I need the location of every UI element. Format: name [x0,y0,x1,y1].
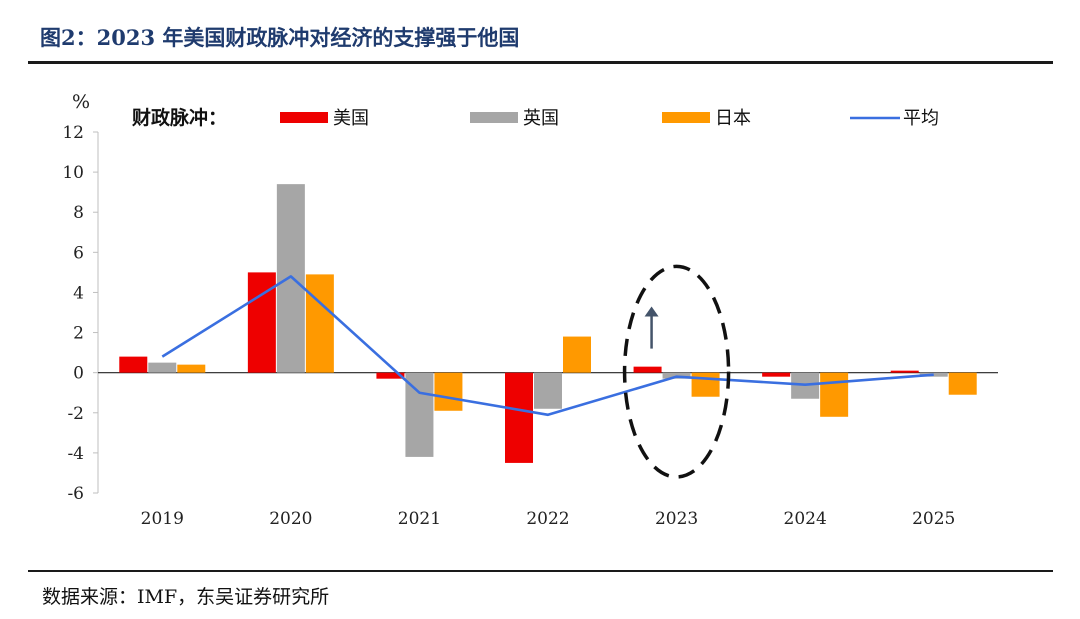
bar-us [633,366,662,373]
bar-uk [148,362,177,373]
legend-label-japan: 日本 [715,108,751,129]
bar-uk [276,184,305,373]
legend-label-us: 美国 [333,108,369,129]
legend-swatch-japan [662,112,710,123]
y-tick-label: 10 [62,163,84,183]
x-tick-label: 2024 [784,509,827,529]
up-arrow-icon [644,306,659,317]
bar-layer [119,184,977,463]
legend-label-uk: 英国 [523,108,559,129]
annotation-layer [622,264,731,479]
bar-japan [305,274,334,373]
line-layer [161,275,934,417]
y-tick-label: 8 [73,203,84,223]
y-tick-label: 2 [73,324,84,344]
title-rule [28,61,1053,64]
legend-title: 财政脉冲： [132,106,227,129]
bar-japan [177,364,206,373]
bar-japan [691,372,720,397]
y-axis-unit: % [72,91,90,113]
x-tick-label: 2019 [141,509,184,529]
bar-japan [948,372,977,395]
figure-title: 图2：2023 年美国财政脉冲对经济的支撑强于他国 [40,25,520,50]
bar-uk [534,372,562,409]
source-note: 数据来源：IMF，东吴证券研究所 [42,586,330,608]
bar-us [119,356,148,373]
x-tick-label: 2023 [655,509,698,529]
y-tick-label: -6 [67,484,84,504]
source-rule [28,570,1053,572]
legend-label-avg: 平均 [903,108,939,129]
y-tick-label: 4 [73,283,84,303]
x-tick-label: 2021 [398,509,441,529]
x-tick-label: 2022 [526,509,569,529]
x-tick-label: 2025 [912,509,955,529]
y-tick-label: -2 [67,404,84,424]
bar-us [890,370,919,373]
y-tick-label: -4 [67,444,84,464]
bar-japan [434,372,463,411]
dashed-ellipse-2023 [622,264,731,479]
y-tick-label: 0 [73,364,84,384]
bar-us [505,372,533,463]
bar-us [762,372,791,377]
y-tick-label: 6 [73,243,84,263]
line-series-avg [161,275,934,417]
axis-layer: -6 -4 -2 0 2 4 6 8 10 12% 2019 2020 2021 2022 2023 2024… [62,91,998,529]
bar-japan [820,372,849,417]
bar-uk [405,372,434,457]
legend: 财政脉冲： 美国 英国 日本 平均 [132,106,939,129]
bar-japan [563,336,591,373]
y-tick-label: 12 [62,123,84,143]
bar-us [376,372,405,379]
legend-swatch-us [280,112,328,123]
legend-swatch-uk [470,112,518,123]
x-tick-label: 2020 [269,509,312,529]
